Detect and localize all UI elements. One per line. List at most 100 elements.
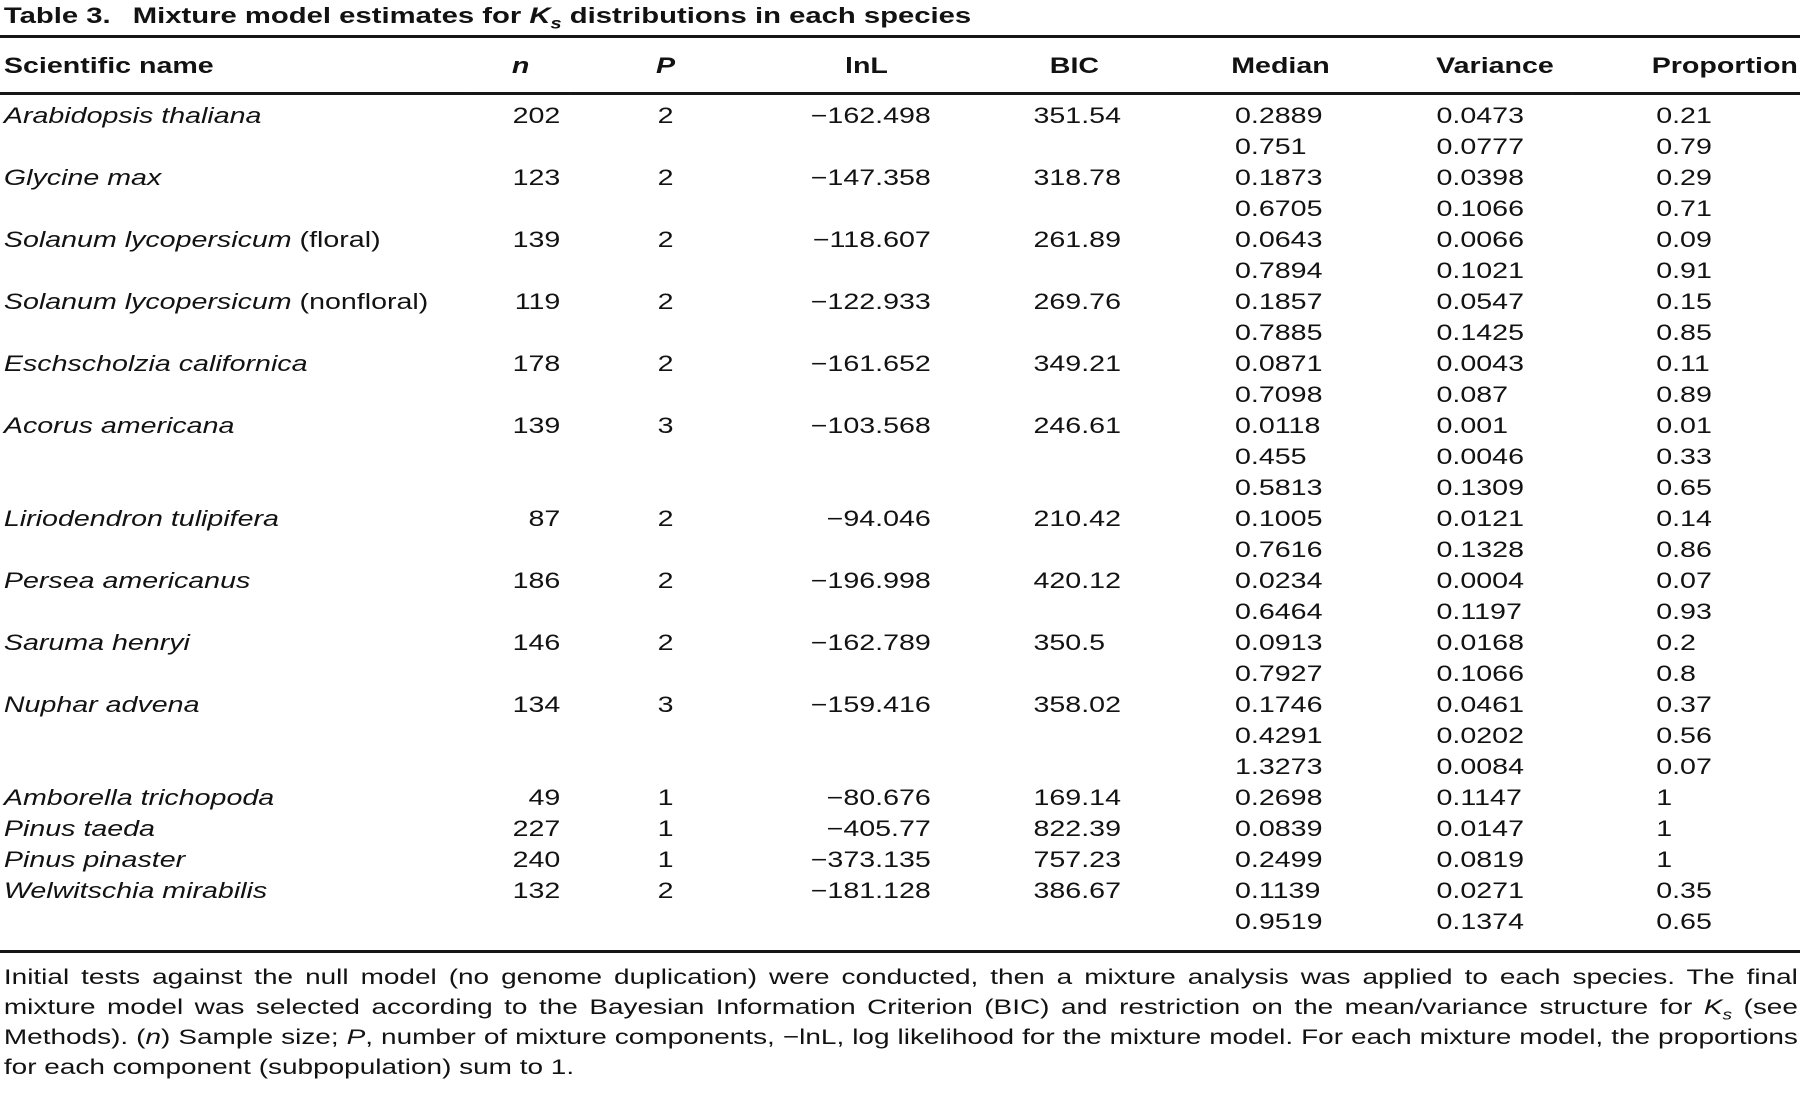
proportion-value: 1 xyxy=(1656,784,1673,810)
proportion-value: 0.93 xyxy=(1656,598,1712,624)
variance-value: 0.0777 xyxy=(1436,133,1524,159)
cell-scientific-name xyxy=(0,131,471,162)
cell-lnl: −159.416 xyxy=(810,691,931,717)
cell-proportion: 1 xyxy=(1572,813,1800,844)
cell-proportion: 0.8 xyxy=(1572,658,1800,689)
bic-value: 350.5 xyxy=(1033,629,1106,655)
cell-bic: 358.02 xyxy=(936,689,1161,720)
table-row: Pinus taeda 227 1 −405.77 822.39 0.0839 0.0147… xyxy=(0,813,1800,844)
cell-bic xyxy=(936,131,1161,162)
median-value: 0.0839 xyxy=(1235,815,1323,841)
cell-n xyxy=(471,379,571,410)
cell-variance: 0.0084 xyxy=(1372,751,1572,782)
table-row: Saruma henryi 146 2 −162.789 350.5 0.0913 0.01… xyxy=(0,627,1800,658)
table-row: 0.7098 0.087 0.89 xyxy=(0,379,1800,410)
proportion-value: 0.29 xyxy=(1656,164,1712,190)
cell-scientific-name: Persea americanus xyxy=(0,565,471,596)
species-name: Persea americanus xyxy=(3,567,251,593)
cell-median: 0.0871 xyxy=(1161,348,1372,379)
species-name: Solanum lycopersicum xyxy=(3,226,292,252)
median-value: 0.1005 xyxy=(1235,505,1323,531)
cell-proportion: 0.29 xyxy=(1572,162,1800,193)
cell-n: 202 xyxy=(512,102,561,128)
header-variance: Variance xyxy=(1371,38,1572,95)
cell-median: 0.7885 xyxy=(1161,317,1372,348)
cell-proportion: 0.35 xyxy=(1572,875,1800,906)
variance-value: 0.0473 xyxy=(1436,102,1524,128)
cell-proportion: 0.21 xyxy=(1572,94,1800,132)
proportion-value: 0.15 xyxy=(1656,288,1712,314)
cell-scientific-name: Amborella trichopoda xyxy=(0,782,471,813)
cell-lnl: −196.998 xyxy=(810,567,931,593)
cell-proportion: 0.65 xyxy=(1572,472,1800,503)
table-row: Glycine max 123 2 −147.358 318.78 0.1873 0.039… xyxy=(0,162,1800,193)
cell-variance: 0.0777 xyxy=(1372,131,1572,162)
variance-value: 0.0043 xyxy=(1436,350,1524,376)
variance-value: 0.001 xyxy=(1436,412,1509,438)
cell-p xyxy=(571,379,761,410)
cell-median: 0.0234 xyxy=(1161,565,1372,596)
variance-value: 0.0547 xyxy=(1436,288,1524,314)
cell-variance: 0.1197 xyxy=(1372,596,1572,627)
cell-variance: 0.1309 xyxy=(1372,472,1572,503)
cell-proportion: 0.93 xyxy=(1572,596,1800,627)
cell-scientific-name: Eschscholzia californica xyxy=(0,348,471,379)
median-value: 0.1873 xyxy=(1235,164,1323,190)
cell-median: 0.7098 xyxy=(1161,379,1372,410)
table-row: 0.9519 0.1374 0.65 xyxy=(0,906,1800,937)
cell-variance: 0.0043 xyxy=(1372,348,1572,379)
table-row: Solanum lycopersicum (floral) 139 2 −118.60… xyxy=(0,224,1800,255)
bic-value: 349.21 xyxy=(1033,350,1121,376)
table-header-row: Scientific name n P lnL BIC Median Varia… xyxy=(0,38,1800,95)
cell-scientific-name xyxy=(0,534,471,565)
table-row: 0.6705 0.1066 0.71 xyxy=(0,193,1800,224)
species-qualifier: (nonfloral) xyxy=(291,288,429,314)
cell-lnl xyxy=(761,317,936,348)
median-value: 0.1139 xyxy=(1235,877,1321,903)
cell-variance: 0.0121 xyxy=(1372,503,1572,534)
bic-value: 246.61 xyxy=(1033,412,1121,438)
cell-bic xyxy=(936,596,1161,627)
cell-lnl xyxy=(761,596,936,627)
cell-lnl xyxy=(761,658,936,689)
cell-n: 240 xyxy=(512,846,561,872)
cell-lnl: −147.358 xyxy=(810,164,931,190)
cell-median: 0.0839 xyxy=(1161,813,1372,844)
cell-median: 0.6464 xyxy=(1161,596,1372,627)
cell-lnl xyxy=(761,255,936,286)
proportion-value: 0.37 xyxy=(1656,691,1712,717)
proportion-value: 0.21 xyxy=(1656,102,1712,128)
cell-lnl: −405.77 xyxy=(826,815,931,841)
table-body: Arabidopsis thaliana 202 2 −162.498 351.54 0.… xyxy=(0,94,1800,938)
cell-p: 2 xyxy=(657,505,674,531)
table-row: Welwitschia mirabilis 132 2 −181.128 386.67 0… xyxy=(0,875,1800,906)
cell-scientific-name: Glycine max xyxy=(0,162,471,193)
cell-bic: 318.78 xyxy=(936,162,1161,193)
variance-value: 0.1374 xyxy=(1436,908,1524,934)
proportion-value: 0.8 xyxy=(1656,660,1696,686)
header-n: n xyxy=(470,38,571,95)
proportion-value: 0.56 xyxy=(1656,722,1712,748)
variance-value: 0.0202 xyxy=(1436,722,1524,748)
proportion-value: 1 xyxy=(1656,815,1673,841)
species-name: Amborella trichopoda xyxy=(3,784,275,810)
species-name: Pinus pinaster xyxy=(3,846,186,872)
cell-scientific-name xyxy=(0,596,471,627)
variance-value: 0.0121 xyxy=(1436,505,1524,531)
cell-lnl: −162.789 xyxy=(810,629,931,655)
cell-p: 1 xyxy=(657,784,674,810)
cell-variance: 0.0819 xyxy=(1372,844,1572,875)
cell-bic xyxy=(936,472,1161,503)
variance-value: 0.1021 xyxy=(1436,257,1524,283)
cell-variance: 0.0147 xyxy=(1372,813,1572,844)
median-value: 0.1857 xyxy=(1235,288,1323,314)
variance-value: 0.1147 xyxy=(1436,784,1522,810)
cell-median: 0.0643 xyxy=(1161,224,1372,255)
cell-scientific-name xyxy=(0,379,471,410)
species-name: Glycine max xyxy=(3,164,162,190)
cell-proportion: 0.33 xyxy=(1572,441,1800,472)
table-row: 1.3273 0.0084 0.07 xyxy=(0,751,1800,782)
cell-scientific-name: Acorus americana xyxy=(0,410,471,441)
cell-bic xyxy=(936,317,1161,348)
proportion-value: 0.14 xyxy=(1656,505,1712,531)
